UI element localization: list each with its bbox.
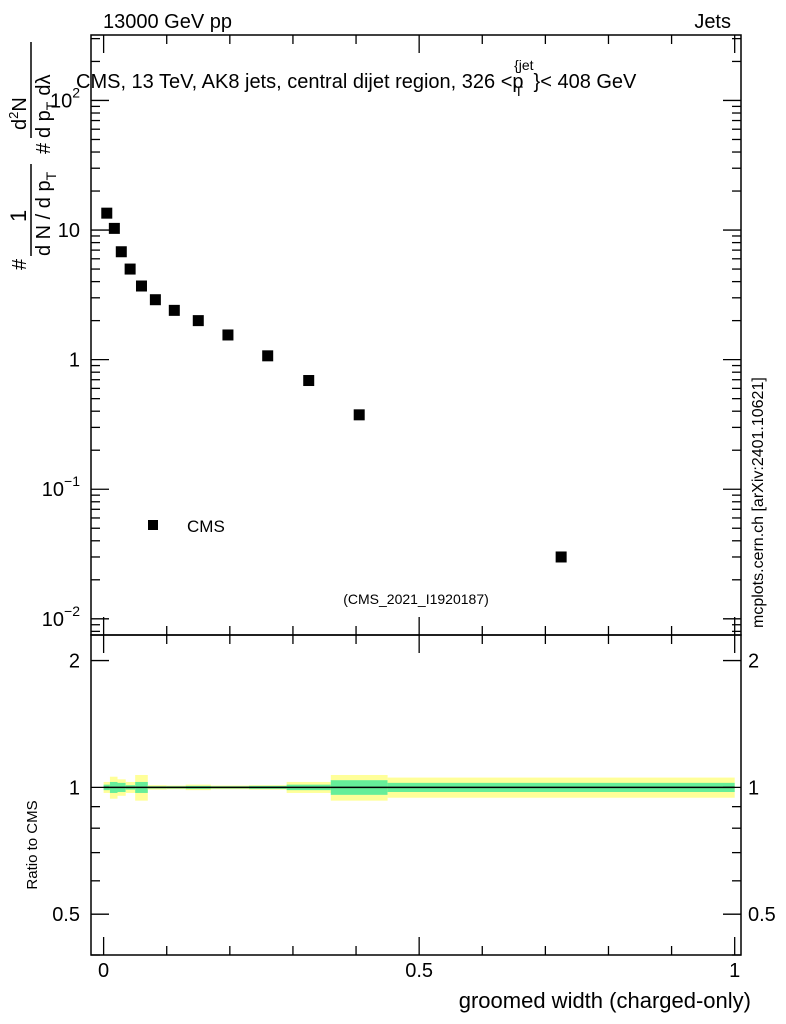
upper-ytick-label: 10−2 (42, 603, 80, 631)
legend: CMS (148, 517, 225, 536)
upper-data-points (101, 207, 567, 563)
upper-axis-ticks: 10−2 10−1 1 10 102 (42, 35, 741, 635)
upper-ylabel: # 1 d N / d pT # d2N d pTdλ (6, 42, 59, 270)
legend-marker (148, 520, 158, 530)
ylabel-den2: d pTdλ (33, 75, 59, 139)
lower-ytick-label-right: 2 (748, 651, 759, 673)
data-point (108, 222, 120, 234)
x-axis-label: groomed width (charged-only) (459, 988, 751, 1013)
upper-ytick-label: 10 (58, 220, 80, 242)
header-left: 13000 GeV pp (103, 11, 232, 33)
title-sub: T (515, 83, 524, 99)
ylabel-hash2: # (33, 142, 55, 154)
upper-ytick-label: 10−1 (42, 473, 80, 501)
data-point (303, 375, 315, 387)
lower-ytick-label-left: 0.5 (52, 904, 80, 926)
upper-ytick-label: 1 (69, 350, 80, 372)
x-tick-label: 1 (729, 960, 740, 982)
data-point (135, 280, 147, 292)
lower-ytick-label-right: 0.5 (748, 904, 776, 926)
data-point (101, 207, 113, 219)
x-tick-label: 0 (98, 960, 109, 982)
lower-frame (90, 634, 742, 956)
data-point (192, 315, 204, 327)
header-right: Jets (694, 11, 731, 33)
data-point (555, 551, 567, 563)
x-tick-label: 0.5 (405, 960, 433, 982)
lower-ytick-label-left: 1 (69, 777, 80, 799)
title-sup: {jet (514, 57, 534, 73)
title-main: CMS, 13 TeV, AK8 jets, central dijet reg… (76, 71, 524, 93)
ylabel-one: 1 (6, 210, 31, 222)
title-tail: }< 408 GeV (534, 71, 638, 93)
ratio-bands (103, 774, 735, 801)
ratio-ylabel: Ratio to CMS (24, 800, 41, 889)
lower-ytick-label-right: 1 (748, 777, 759, 799)
legend-label: CMS (187, 517, 225, 536)
ylabel-den: d N / d pT (33, 171, 59, 256)
lower-ytick-label-left: 2 (69, 651, 80, 673)
data-point (124, 263, 136, 275)
lower-axis-ticks: 0.5 0.5 1 1 2 2 0 0.5 1 (52, 635, 776, 982)
data-point (222, 329, 234, 341)
main-title: CMS, 13 TeV, AK8 jets, central dijet reg… (76, 57, 637, 99)
side-label: mcplots.cern.ch [arXiv:2401.10621] (750, 377, 767, 628)
ylabel-num2: d2N (6, 97, 31, 130)
upper-frame (90, 34, 742, 636)
upper-ytick-label: 102 (50, 84, 80, 112)
data-point (353, 409, 365, 421)
watermark: (CMS_2021_I1920187) (343, 591, 489, 607)
ylabel-hash: # (9, 258, 31, 270)
data-point (149, 294, 161, 306)
data-point (168, 304, 180, 316)
data-point (262, 350, 274, 362)
data-point (115, 246, 127, 258)
